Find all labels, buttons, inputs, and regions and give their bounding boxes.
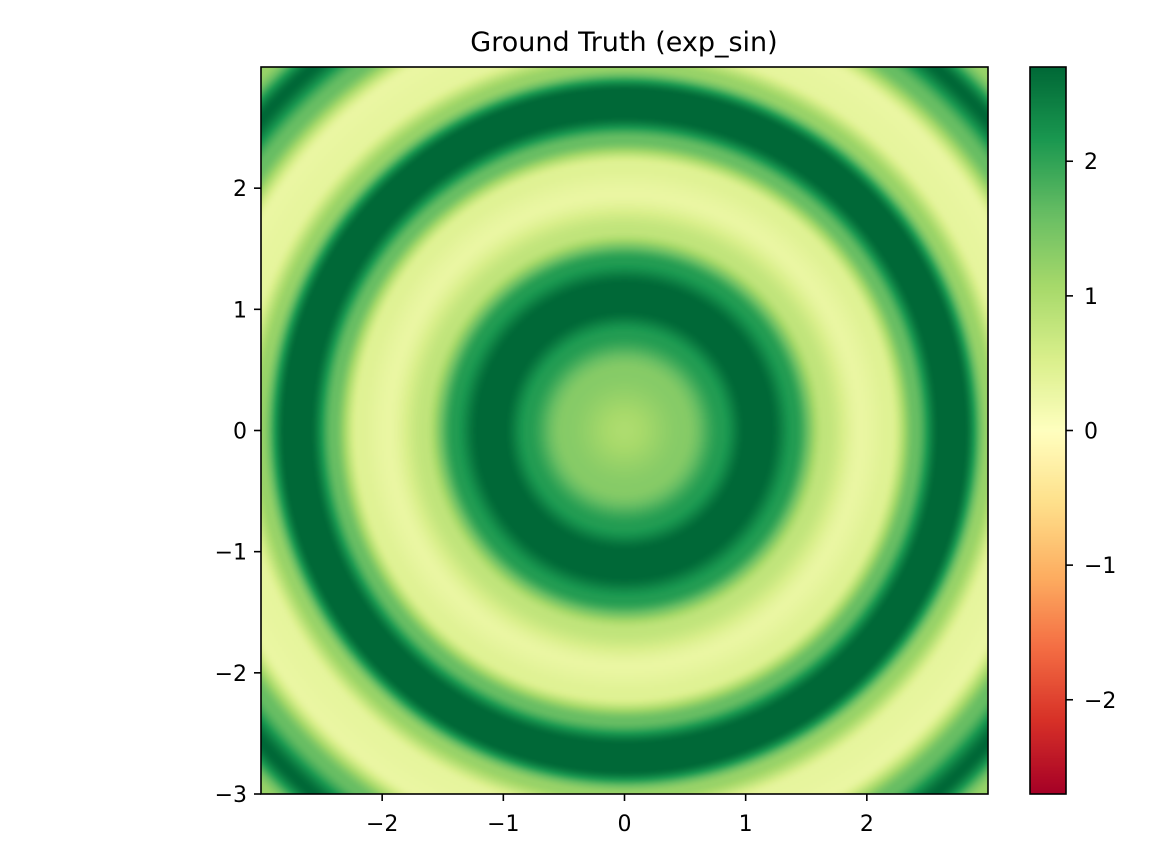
- colorbar-gradient: [1030, 67, 1066, 794]
- y-tick-label: −2: [215, 662, 247, 687]
- heatmap-image: [261, 67, 988, 794]
- colorbar-tick-label: 1: [1084, 285, 1098, 310]
- x-tick-label: −1: [487, 812, 519, 837]
- y-tick-label: −3: [215, 783, 247, 808]
- x-tick-label: −2: [366, 812, 398, 837]
- colorbar-tick-label: 0: [1084, 420, 1098, 445]
- colorbar-tick-label: −1: [1084, 554, 1116, 579]
- y-tick-label: 2: [233, 177, 247, 202]
- y-tick-label: 0: [233, 420, 247, 445]
- colorbar: [1030, 67, 1066, 794]
- chart-title: Ground Truth (exp_sin): [470, 27, 777, 58]
- x-tick-label: 1: [739, 812, 753, 837]
- colorbar-axis: −2 −1 0 1 2: [1066, 150, 1116, 714]
- y-tick-label: 1: [233, 298, 247, 323]
- colorbar-tick-label: 2: [1084, 150, 1098, 175]
- x-axis: −2 −1 0 1 2: [366, 794, 874, 837]
- x-tick-label: 0: [618, 812, 632, 837]
- x-tick-label: 2: [860, 812, 874, 837]
- heatmap-plot-area: [261, 67, 988, 794]
- y-axis: −3 −2 −1 0 1 2: [215, 177, 261, 808]
- colorbar-tick-label: −2: [1084, 689, 1116, 714]
- y-tick-label: −1: [215, 541, 247, 566]
